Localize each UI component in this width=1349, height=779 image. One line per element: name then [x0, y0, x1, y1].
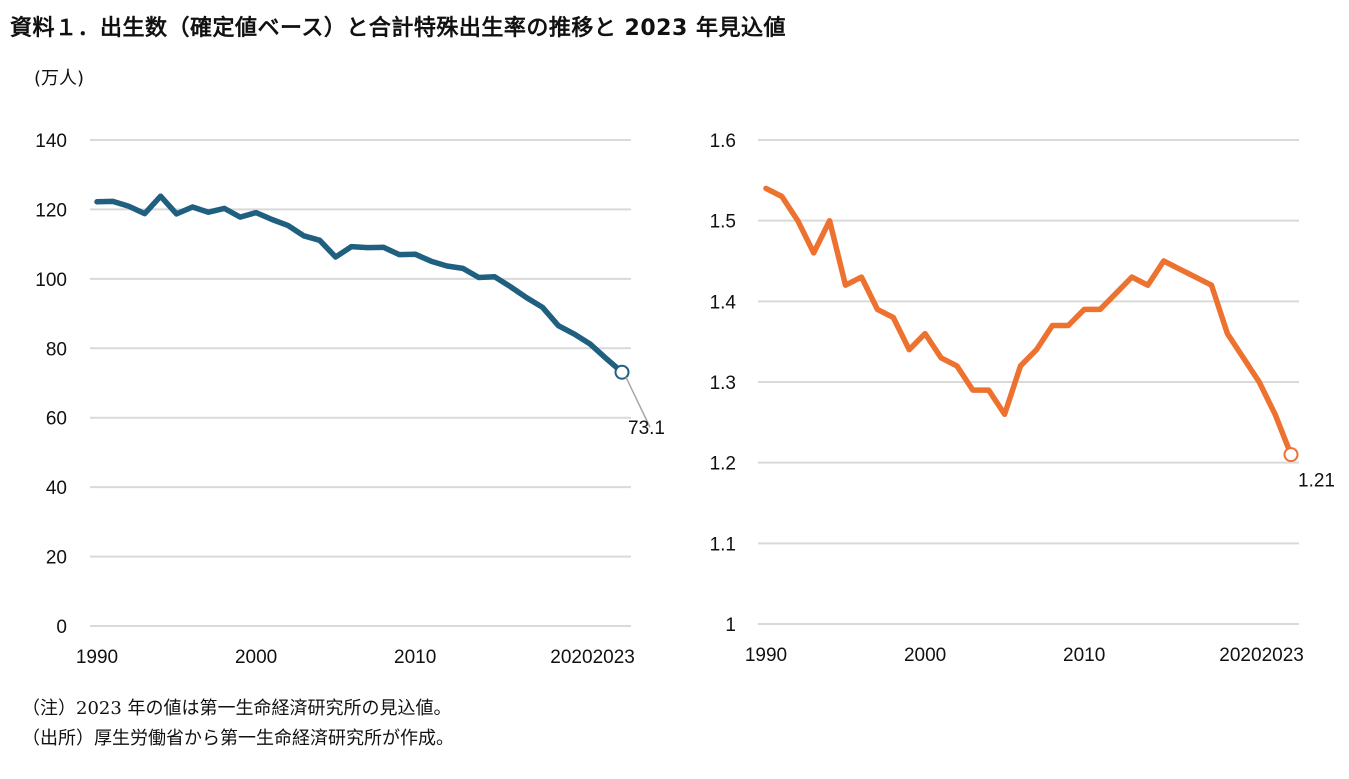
notes: （注）2023 年の値は第一生命経済研究所の見込値。 （出所）厚生労働省から第一… [22, 694, 454, 754]
y-axis-unit-label: (万人) [34, 68, 85, 89]
x-tick-label: 2020 [550, 647, 592, 668]
y-tick-label: 1.2 [710, 454, 736, 475]
x-tick-label: 2023 [1262, 645, 1304, 666]
births-chart: 0 20 40 60 80 100 120 140 1990 2000 2010 2020 2023 73… [35, 131, 665, 668]
y-tick-label: 140 [35, 131, 67, 152]
y-tick-label: 1.1 [710, 534, 736, 555]
x-tick-label: 1990 [745, 645, 787, 666]
final-value-label: 73.1 [628, 418, 665, 439]
note-line: （注）2023 年の値は第一生命経済研究所の見込値。 [22, 698, 452, 719]
x-tick-label: 2023 [593, 647, 635, 668]
y-tick-label: 0 [56, 617, 67, 638]
annotation-leader-line [625, 376, 651, 428]
final-data-point [1283, 447, 1299, 463]
y-tick-label: 1 [725, 615, 736, 636]
y-tick-label: 120 [35, 200, 67, 221]
y-tick-label: 100 [35, 270, 67, 291]
fertility-rate-chart: 1 1.1 1.2 1.3 1.4 1.5 1.6 1990 2000 2010 2020 2023 1… [710, 131, 1335, 666]
series-line [763, 185, 1294, 458]
y-tick-label: 80 [46, 339, 67, 360]
final-data-point [614, 364, 630, 380]
y-tick-label: 1.5 [710, 212, 736, 233]
x-tick-label: 2000 [904, 645, 946, 666]
y-tick-label: 1.3 [710, 373, 736, 394]
final-value-label: 1.21 [1298, 471, 1335, 492]
y-tick-label: 60 [46, 409, 67, 430]
series-line [94, 193, 625, 375]
source-line: （出所）厚生労働省から第一生命経済研究所が作成。 [22, 728, 454, 749]
x-tick-label: 2000 [235, 647, 277, 668]
y-tick-label: 40 [46, 478, 67, 499]
y-tick-label: 1.4 [710, 292, 737, 313]
x-tick-label: 2010 [394, 647, 436, 668]
y-tick-label: 20 [46, 548, 67, 569]
page-title: 資料１．出生数（確定値ベース）と合計特殊出生率の推移と 2023 年見込値 [10, 16, 786, 41]
x-tick-label: 1990 [76, 647, 118, 668]
y-tick-label: 1.6 [710, 131, 736, 152]
x-tick-label: 2010 [1063, 645, 1105, 666]
x-tick-label: 2020 [1219, 645, 1261, 666]
